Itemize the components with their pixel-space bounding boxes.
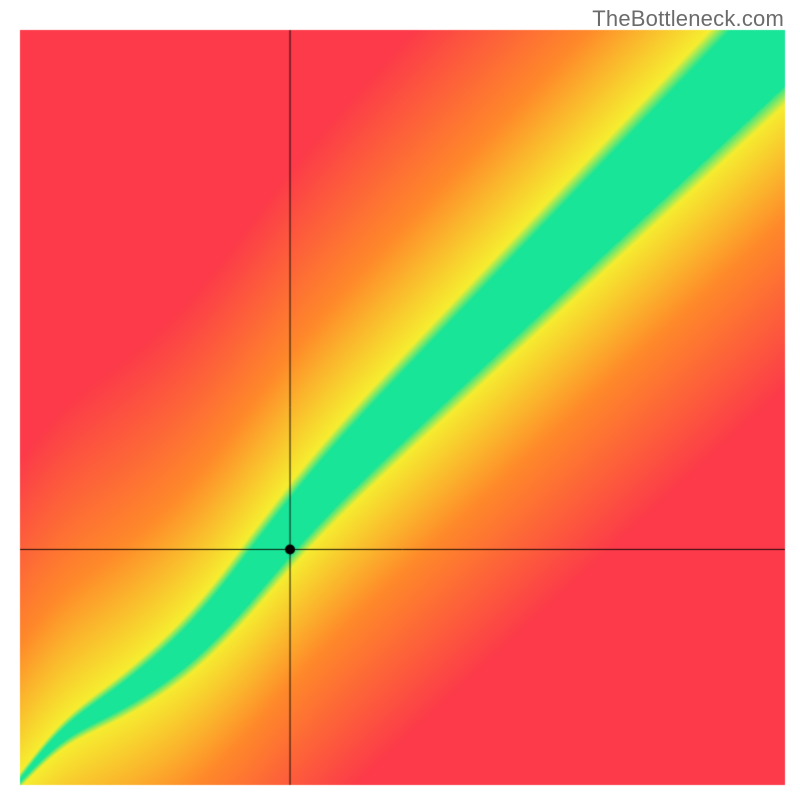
- chart-container: TheBottleneck.com: [0, 0, 800, 800]
- bottleneck-heatmap: [0, 0, 800, 800]
- watermark-text: TheBottleneck.com: [592, 6, 784, 32]
